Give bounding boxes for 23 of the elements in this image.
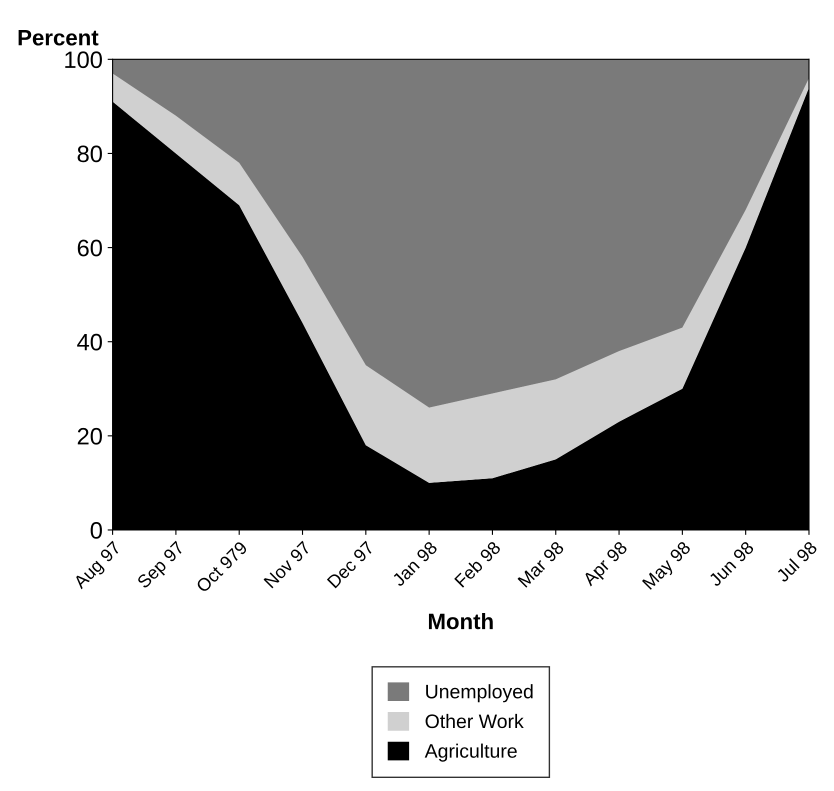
legend-label: Other Work bbox=[426, 714, 524, 728]
legend-label: Agriculture bbox=[424, 744, 517, 762]
x-tick-label: Dec 97 bbox=[326, 540, 375, 588]
y-tick-label: 80 bbox=[78, 146, 102, 162]
x-tick-label: Jun 98 bbox=[708, 540, 754, 588]
x-tick-label: Mar 98 bbox=[517, 540, 565, 588]
x-tick-label: May 98 bbox=[642, 540, 694, 592]
x-axis-title: Month bbox=[428, 612, 493, 630]
x-tick-label: Jan 98 bbox=[391, 540, 438, 588]
y-axis-title: Percent bbox=[18, 30, 98, 46]
y-tick-label: 100 bbox=[65, 51, 102, 68]
x-tick-label: Feb 98 bbox=[454, 540, 502, 588]
y-tick-label: 60 bbox=[78, 240, 102, 256]
x-tick-label: Sep 97 bbox=[136, 540, 188, 592]
y-tick-label: 20 bbox=[78, 428, 102, 445]
y-tick-label: 0 bbox=[90, 522, 102, 539]
y-tick-label: 40 bbox=[77, 334, 102, 350]
x-tick-label: Apr 98 bbox=[582, 540, 630, 590]
x-tick-label: Oct 979 bbox=[195, 540, 248, 594]
x-tick-label: Jul 98 bbox=[775, 540, 818, 583]
legend-label: Unemployed bbox=[426, 684, 533, 702]
x-tick-label: Aug 97 bbox=[72, 540, 124, 592]
x-tick-label: Nov 97 bbox=[263, 540, 312, 588]
